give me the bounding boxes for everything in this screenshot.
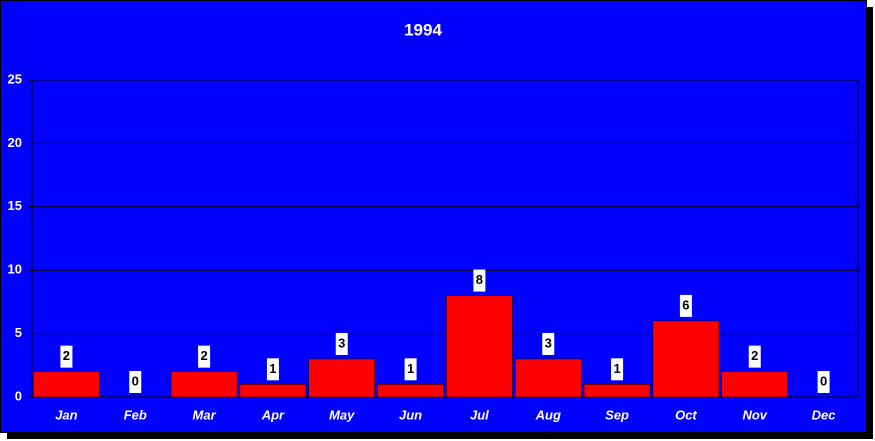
value-label: 1 (407, 361, 414, 376)
y-tick-label: 25 (8, 71, 22, 86)
value-label: 1 (613, 361, 620, 376)
y-tick-label: 5 (15, 325, 22, 340)
value-label-box (817, 371, 830, 393)
x-tick-label: Jan (55, 407, 77, 422)
value-label: 1 (269, 361, 276, 376)
x-tick-label: Feb (124, 407, 147, 422)
value-label: 3 (338, 335, 345, 350)
x-tick-label: Mar (193, 407, 217, 422)
value-label-box (198, 345, 211, 368)
y-tick-label: 0 (15, 388, 22, 403)
bar (33, 371, 100, 398)
value-label-box (335, 332, 348, 355)
x-tick-label: Aug (535, 407, 561, 422)
x-tick-label: Apr (261, 407, 285, 422)
value-label-box (129, 371, 142, 393)
x-tick-label: Nov (742, 407, 767, 422)
x-tick-label: Sep (605, 407, 629, 422)
bar (377, 384, 444, 398)
bar (652, 320, 720, 398)
value-label-box (611, 358, 624, 381)
value-label-box (679, 294, 692, 317)
value-label: 0 (132, 373, 139, 388)
value-label: 2 (200, 348, 207, 363)
x-tick-label: Jul (470, 407, 489, 422)
bar (446, 295, 513, 398)
value-label: 6 (682, 297, 689, 312)
x-tick-label: May (329, 407, 355, 422)
value-label-box (542, 332, 555, 355)
value-label: 2 (63, 348, 70, 363)
value-label: 2 (751, 348, 758, 363)
value-label-box (404, 358, 417, 381)
y-tick-label: 10 (8, 262, 22, 277)
value-label-box (60, 345, 73, 368)
x-tick-label: Oct (675, 407, 697, 422)
bar (721, 371, 789, 398)
value-label-box (266, 358, 279, 381)
value-label: 0 (820, 373, 827, 388)
x-tick-label: Jun (399, 407, 422, 422)
value-label-box (473, 269, 486, 292)
bar (514, 358, 582, 398)
value-label: 8 (476, 272, 483, 287)
bar (308, 358, 376, 398)
y-tick-label: 15 (8, 198, 22, 213)
y-tick-label: 20 (8, 135, 22, 150)
value-label: 3 (545, 335, 552, 350)
chart-title: 1994 (404, 20, 442, 39)
bar (170, 371, 238, 398)
chart-background (0, 0, 867, 433)
bar (239, 384, 307, 398)
bar (583, 384, 651, 398)
value-label-box (748, 345, 761, 368)
x-tick-label: Dec (812, 407, 837, 422)
